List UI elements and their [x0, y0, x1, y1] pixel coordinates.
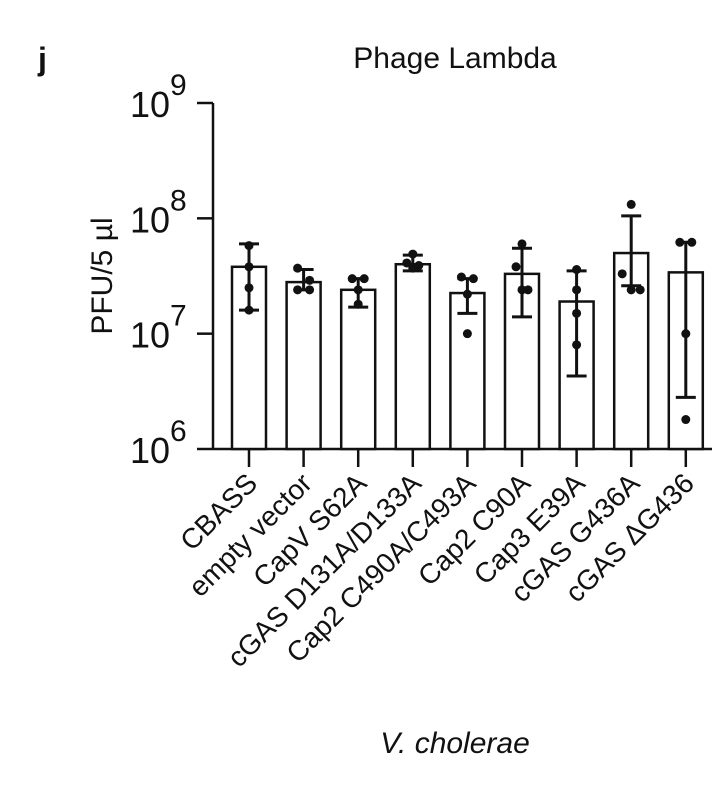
- y-tick-label: 108: [130, 184, 187, 240]
- data-point: [353, 299, 363, 309]
- data-point: [359, 274, 369, 284]
- y-axis-label: PFU/5 µl: [86, 217, 119, 334]
- data-point: [681, 329, 691, 339]
- y-tick-label: 109: [130, 69, 187, 125]
- data-point: [244, 241, 254, 251]
- data-point: [517, 239, 527, 249]
- panel-label: j: [37, 41, 47, 77]
- data-point: [305, 275, 315, 285]
- data-point: [293, 285, 303, 295]
- y-tick-label: 106: [130, 415, 187, 471]
- data-point: [572, 265, 582, 275]
- bar: [339, 288, 377, 451]
- x-axis-label: V. cholerae: [380, 727, 530, 760]
- y-tick-label: 107: [130, 300, 187, 356]
- data-point: [626, 199, 636, 209]
- data-point: [681, 415, 691, 425]
- chart-title: Phage Lambda: [353, 42, 557, 75]
- bar: [449, 291, 486, 451]
- bar: [394, 262, 432, 451]
- data-point: [244, 262, 254, 272]
- data-point: [305, 285, 315, 295]
- data-point: [353, 285, 363, 295]
- data-point: [347, 274, 357, 284]
- data-point: [511, 262, 521, 272]
- data-point: [408, 249, 418, 259]
- data-point: [517, 285, 527, 295]
- data-point: [572, 340, 582, 350]
- data-point: [293, 263, 303, 273]
- data-point: [402, 258, 412, 268]
- data-point: [462, 289, 472, 299]
- data-point: [572, 308, 582, 318]
- data-point: [572, 285, 582, 295]
- data-point: [244, 283, 254, 293]
- data-point: [626, 285, 636, 295]
- data-point: [462, 329, 472, 339]
- data-point: [244, 305, 254, 315]
- data-point: [687, 237, 697, 247]
- data-point: [635, 285, 645, 295]
- data-point: [408, 263, 418, 273]
- data-point: [468, 274, 478, 284]
- bar: [285, 280, 322, 451]
- data-point: [456, 272, 466, 282]
- data-point: [617, 269, 627, 279]
- data-point: [675, 237, 685, 247]
